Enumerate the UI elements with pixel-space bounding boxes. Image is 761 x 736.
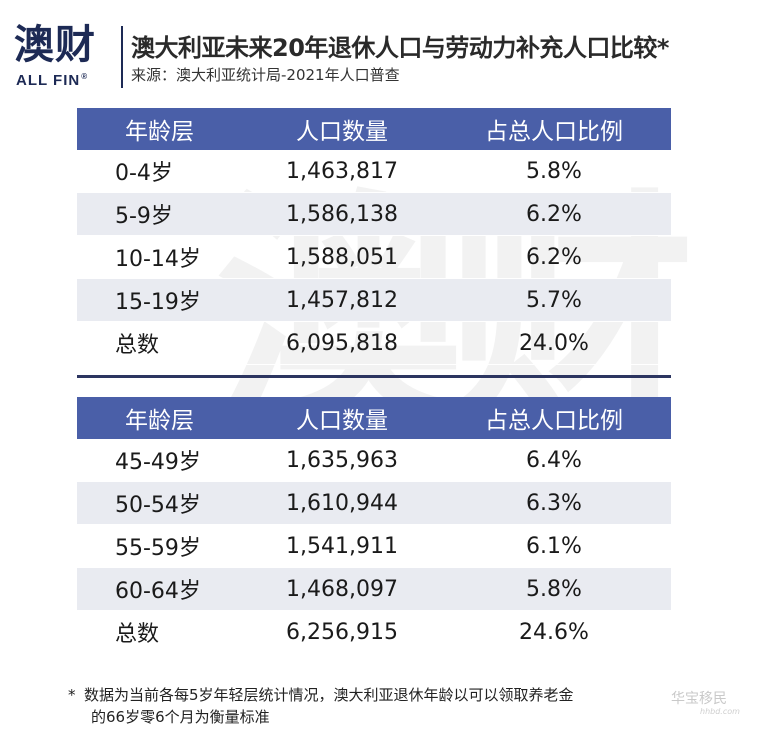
logo: 澳财 ALL FIN® <box>14 22 119 94</box>
table-row: 45-49岁 1,635,963 6.4% <box>77 439 671 482</box>
cell-percent: 6.1% <box>526 533 582 559</box>
footnote-asterisk: * <box>68 686 76 704</box>
table-header: 年龄层 人口数量 占总人口比例 <box>77 108 671 150</box>
cell-population: 1,541,911 <box>286 533 398 559</box>
footnote-line-1: 数据为当前各每5岁年轻层统计情况，澳大利亚退休年龄以可以领取养老金 <box>84 686 574 704</box>
retiring-population-table: 年龄层 人口数量 占总人口比例 45-49岁 1,635,963 6.4% 50… <box>77 397 671 654</box>
registered-mark: ® <box>81 72 89 81</box>
cell-age: 50-54岁 <box>115 493 201 518</box>
cell-population: 6,256,915 <box>286 619 398 645</box>
cell-percent: 6.3% <box>526 490 582 516</box>
cell-population: 1,635,963 <box>286 447 398 473</box>
table-total-row: 总数 6,095,818 24.0% <box>77 322 671 365</box>
cell-percent: 5.7% <box>526 287 582 313</box>
cell-percent: 6.4% <box>526 447 582 473</box>
cell-age: 60-64岁 <box>115 579 201 604</box>
table-row: 60-64岁 1,468,097 5.8% <box>77 568 671 611</box>
cell-population: 6,095,818 <box>286 330 398 356</box>
logo-text: 澳财 <box>14 22 96 68</box>
cell-population: 1,463,817 <box>286 158 398 184</box>
table-row: 5-9岁 1,586,138 6.2% <box>77 193 671 236</box>
header-divider <box>121 26 123 88</box>
cell-percent: 24.6% <box>519 619 589 645</box>
page-title: 澳大利亚未来20年退休人口与劳动力补充人口比较* <box>131 34 669 62</box>
cell-population: 1,588,051 <box>286 244 398 270</box>
cell-age: 0-4岁 <box>115 161 173 186</box>
cell-age: 总数 <box>115 333 160 358</box>
logo-subtext: ALL FIN® <box>16 72 88 89</box>
footnote-line-2: 的66岁零6个月为衡量标准 <box>91 708 270 726</box>
cell-percent: 5.8% <box>526 576 582 602</box>
cell-percent: 6.2% <box>526 244 582 270</box>
cell-percent: 5.8% <box>526 158 582 184</box>
cell-age: 45-49岁 <box>115 450 201 475</box>
cell-population: 1,457,812 <box>286 287 398 313</box>
table-row: 50-54岁 1,610,944 6.3% <box>77 482 671 525</box>
header-age: 年龄层 <box>125 119 194 145</box>
cell-population: 1,468,097 <box>286 576 398 602</box>
table-header: 年龄层 人口数量 占总人口比例 <box>77 397 671 439</box>
header-population: 人口数量 <box>296 408 388 434</box>
table-total-row: 总数 6,256,915 24.6% <box>77 611 671 654</box>
corner-watermark: 华宝移民 <box>671 691 727 707</box>
cell-age: 15-19岁 <box>115 290 201 315</box>
cell-percent: 24.0% <box>519 330 589 356</box>
header-percent: 占总人口比例 <box>485 408 623 434</box>
header-percent: 占总人口比例 <box>485 119 623 145</box>
table-row: 15-19岁 1,457,812 5.7% <box>77 279 671 322</box>
corner-watermark-url: hhbd.com <box>700 707 740 716</box>
table-row: 10-14岁 1,588,051 6.2% <box>77 236 671 279</box>
cell-age: 55-59岁 <box>115 536 201 561</box>
table-row: 55-59岁 1,541,911 6.1% <box>77 525 671 568</box>
source-line: 来源：澳大利亚统计局-2021年人口普查 <box>131 66 400 84</box>
cell-population: 1,610,944 <box>286 490 398 516</box>
cell-age: 5-9岁 <box>115 204 173 229</box>
table-bottom-rule <box>77 375 671 378</box>
logo-sub-label: ALL FIN <box>16 72 81 89</box>
cell-percent: 6.2% <box>526 201 582 227</box>
table-row: 0-4岁 1,463,817 5.8% <box>77 150 671 193</box>
header-age: 年龄层 <box>125 408 194 434</box>
cell-age: 10-14岁 <box>115 247 201 272</box>
cell-population: 1,586,138 <box>286 201 398 227</box>
youth-population-table: 年龄层 人口数量 占总人口比例 0-4岁 1,463,817 5.8% 5-9岁… <box>77 108 671 378</box>
cell-age: 总数 <box>115 622 160 647</box>
header-population: 人口数量 <box>296 119 388 145</box>
